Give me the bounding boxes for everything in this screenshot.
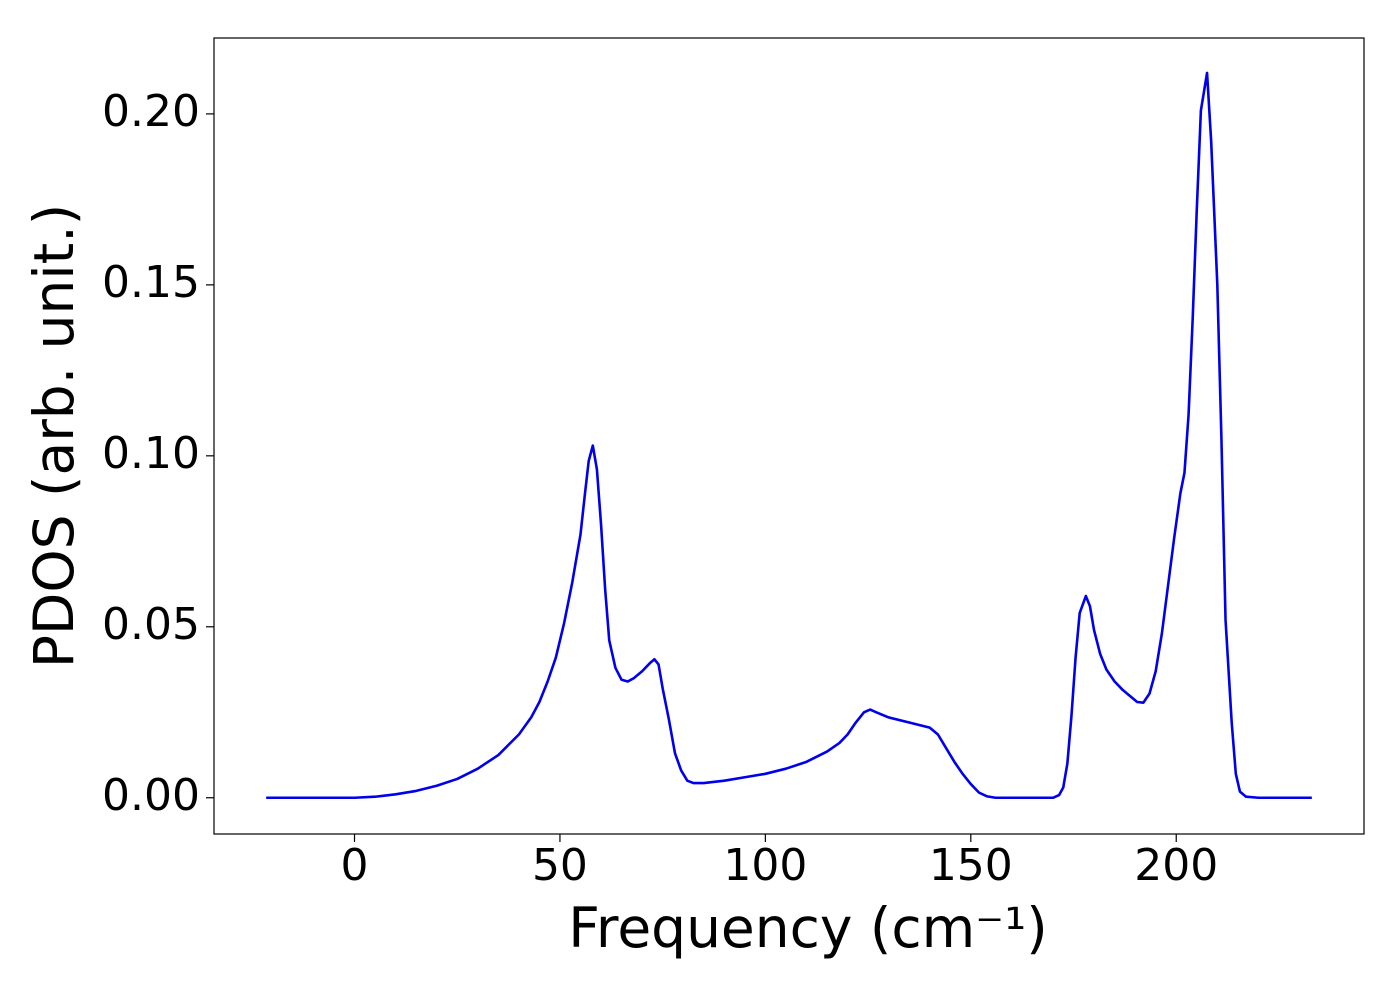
y-tick-label: 0.20 (102, 86, 200, 137)
y-axis-label: PDOS (arb. unit.) (22, 204, 86, 668)
y-tick-label: 0.00 (102, 770, 200, 821)
x-tick-label: 50 (532, 840, 588, 891)
x-tick-label: 200 (1134, 840, 1218, 891)
plot-frame (213, 37, 1365, 835)
data-line (266, 71, 1312, 800)
y-tick-label: 0.05 (102, 599, 200, 650)
x-tick-label: 100 (723, 840, 807, 891)
x-tick-label: 0 (341, 840, 369, 891)
y-tick-label: 0.10 (102, 428, 200, 479)
x-tick-label: 150 (929, 840, 1013, 891)
x-axis-label: Frequency (cm⁻¹) (568, 896, 1047, 960)
y-tick-label: 0.15 (102, 257, 200, 308)
